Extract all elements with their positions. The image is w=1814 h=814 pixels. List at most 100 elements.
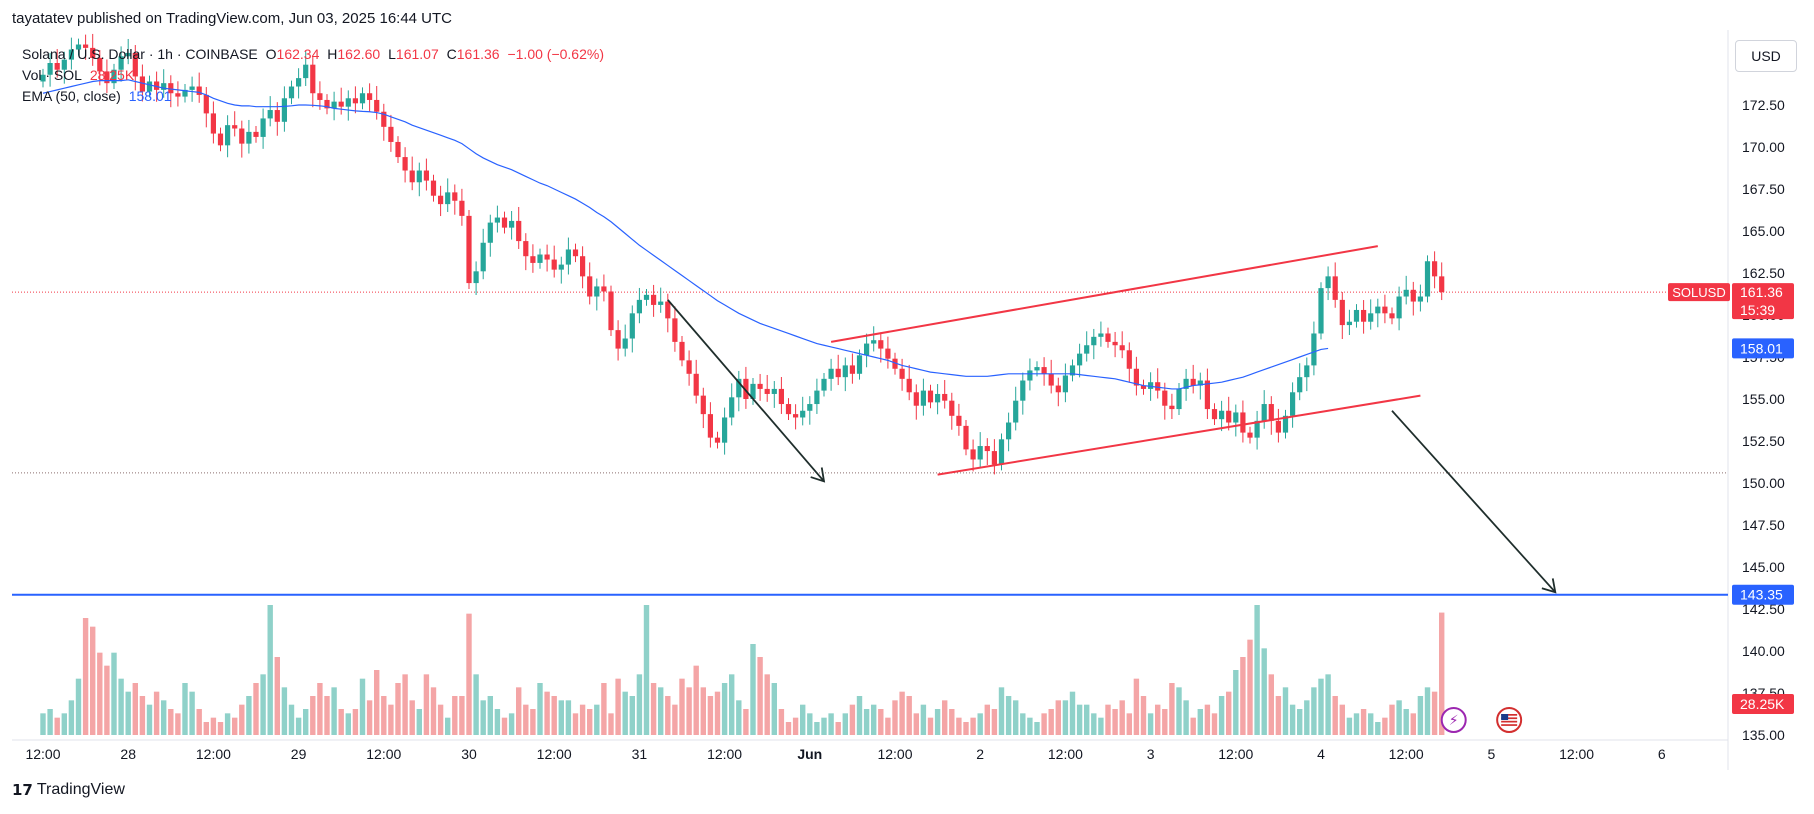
volume-bar [807, 713, 813, 735]
volume-bar [288, 704, 295, 735]
candle-body [359, 93, 366, 104]
candle-body [132, 52, 138, 77]
volume-bar [1346, 717, 1353, 735]
volume-bar [800, 704, 806, 735]
legend-symbol[interactable]: Solana / U.S. Dollar · 1h · COINBASE [22, 46, 258, 62]
candle-body [409, 170, 415, 183]
volume-bar [693, 665, 699, 735]
volume-bars [40, 605, 1445, 735]
time-tick-label: 12:00 [1559, 746, 1594, 762]
candle-body [885, 348, 891, 359]
volume-bar [224, 713, 231, 735]
candle-body [651, 294, 657, 305]
candle-body [1013, 400, 1019, 423]
candle-body [977, 446, 983, 460]
volume-bar [274, 657, 280, 735]
candle-body [1325, 276, 1331, 289]
candle-body [679, 341, 685, 361]
candle-body [1020, 380, 1026, 401]
volume-bar [551, 696, 557, 735]
candle-body [338, 101, 344, 107]
candle-body [714, 437, 721, 443]
volume-bar [1147, 713, 1154, 735]
volume-bar [331, 687, 337, 735]
time-tick-label: Jun [797, 746, 822, 762]
event-marker-icon: ⚡ [1440, 707, 1467, 733]
volume-bar [97, 652, 103, 735]
volume-bar [1183, 700, 1189, 735]
candle-body [594, 286, 600, 297]
candle-body [1375, 306, 1381, 314]
candle-body [1048, 373, 1054, 386]
candle-body [68, 49, 74, 60]
candle-body [139, 76, 145, 92]
volume-bar [970, 717, 976, 735]
time-tick-label: 12:00 [537, 746, 572, 762]
volume-bar [537, 683, 543, 735]
candle-body [1368, 313, 1374, 322]
volume-bar [388, 704, 394, 735]
volume-bar [707, 696, 714, 735]
volume-tag-bg [1732, 694, 1794, 714]
candle-body [1190, 378, 1196, 386]
candle-body [104, 71, 110, 84]
volume-bar [310, 696, 316, 735]
candle-body [430, 180, 437, 196]
candle-body [1112, 341, 1118, 346]
legend-close-value: 161.36 [456, 46, 500, 62]
price-tick-label: 167.50 [1742, 181, 1785, 197]
candle-body [1417, 296, 1423, 302]
flag-stripe [1501, 724, 1518, 726]
brand-label: TradingView [36, 781, 125, 798]
volume-bar [118, 678, 124, 735]
volume-bar [736, 700, 742, 735]
candle-body [1105, 333, 1111, 342]
candle-body [1084, 345, 1090, 354]
candle-body [388, 126, 394, 142]
volume-bar [508, 713, 515, 735]
volume-bar [1439, 612, 1445, 735]
candles [40, 33, 1445, 475]
volume-bar [1410, 713, 1416, 735]
volume-bar [885, 717, 891, 735]
candle-body [1432, 261, 1438, 277]
candle-body [125, 52, 131, 57]
volume-bar [587, 709, 593, 735]
candle-body [629, 313, 635, 339]
candle-body [189, 86, 195, 90]
candle-body [1403, 289, 1409, 297]
candle-body [352, 98, 358, 104]
volume-bar [913, 713, 919, 735]
symbol-tag-label: SOLUSD [1672, 285, 1725, 300]
volume-bar [366, 700, 373, 735]
legend-volume-row[interactable]: Vol · SOL 28.25K [22, 65, 604, 86]
volume-bar [991, 709, 998, 735]
volume-bar [189, 691, 195, 735]
candle-body [1148, 382, 1154, 389]
volume-bar [1140, 696, 1147, 735]
volume-bar [608, 713, 614, 735]
legend-ema-row[interactable]: EMA (50, close) 158.01 [22, 86, 604, 107]
price-tick-label: 145.00 [1742, 559, 1785, 575]
volume-bar [764, 674, 770, 735]
candle-body [381, 111, 387, 127]
volume-bar [821, 717, 827, 735]
candle-body [1041, 367, 1047, 374]
tradingview-brand[interactable]: 17 TradingView [12, 781, 125, 799]
time-tick-label: 12:00 [1218, 746, 1253, 762]
candle-body [707, 414, 713, 438]
candle-body [892, 358, 898, 369]
candle-body [1226, 410, 1232, 423]
volume-bar [267, 605, 273, 735]
us-flag-icon [1496, 707, 1523, 733]
price-tick-label: 172.50 [1742, 97, 1785, 113]
volume-bar [1218, 696, 1225, 735]
volume-bar [672, 704, 678, 735]
candle-body [1268, 404, 1274, 421]
support-tag: 143.35 [1732, 584, 1794, 605]
currency-button[interactable]: USD [1735, 40, 1797, 72]
candle-body [1261, 404, 1267, 421]
candle-body [750, 383, 756, 399]
volume-bar [956, 717, 962, 735]
